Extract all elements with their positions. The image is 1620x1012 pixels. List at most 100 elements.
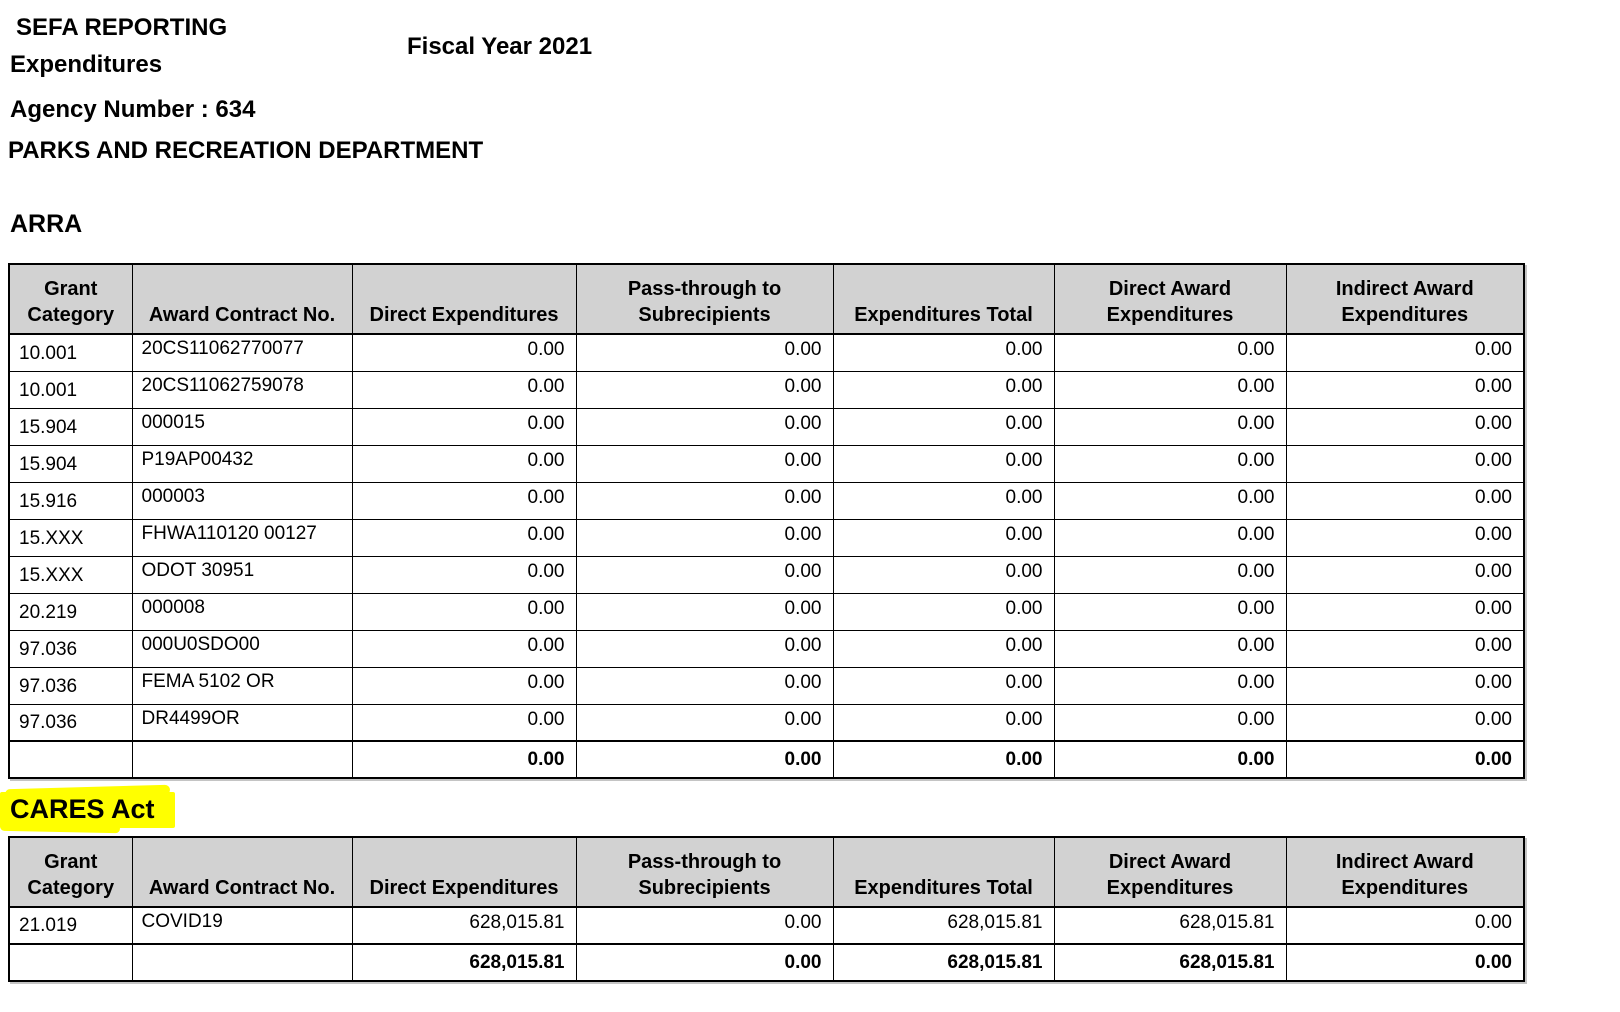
table-row: 21.019 COVID19 628,015.81 0.00 628,015.81 628… bbox=[8, 906, 1525, 945]
table-cell: 0.00 bbox=[575, 592, 834, 631]
table-cell: 0.00 bbox=[1285, 481, 1525, 520]
table-cell: 10.001 bbox=[8, 333, 133, 372]
fiscal-year-label: Fiscal Year 2021 bbox=[407, 33, 593, 60]
table-cell: 0.00 bbox=[1053, 592, 1287, 631]
report-title: SEFA REPORTING bbox=[16, 14, 228, 41]
table-cell: 15.XXX bbox=[8, 555, 133, 594]
table-cell: P19AP00432 bbox=[131, 444, 353, 483]
column-header-direct-expenditures: Direct Expenditures bbox=[351, 836, 577, 908]
table-cell: 21.019 bbox=[8, 906, 133, 945]
table-cell: 0.00 bbox=[351, 629, 577, 668]
table-cell: 0.00 bbox=[575, 703, 834, 742]
total-cell bbox=[8, 943, 133, 982]
table-row: 10.001 20CS11062759078 0.00 0.00 0.00 0.00 0.0… bbox=[8, 370, 1525, 409]
table-cell: 0.00 bbox=[832, 666, 1055, 705]
table-cell: 0.00 bbox=[832, 555, 1055, 594]
total-cell: 628,015.81 bbox=[351, 943, 577, 982]
header-row: Grant Category Award Contract No. Direct… bbox=[8, 263, 1525, 335]
table-cell: 0.00 bbox=[575, 407, 834, 446]
table-cell: 0.00 bbox=[575, 370, 834, 409]
table-row: 15.XXX FHWA110120 00127 0.00 0.00 0.00 0.00 0.… bbox=[8, 518, 1525, 557]
table-cell: 0.00 bbox=[575, 555, 834, 594]
table-header: Grant Category Award Contract No. Direct… bbox=[8, 836, 1525, 908]
table-cell: 97.036 bbox=[8, 666, 133, 705]
table-cell: FEMA 5102 OR bbox=[131, 666, 353, 705]
table-cell: 0.00 bbox=[832, 444, 1055, 483]
table-cell: 0.00 bbox=[1053, 555, 1287, 594]
table-cell: 0.00 bbox=[351, 666, 577, 705]
table-row: 97.036 FEMA 5102 OR 0.00 0.00 0.00 0.00 0.00 bbox=[8, 666, 1525, 705]
table-cell: 0.00 bbox=[832, 703, 1055, 742]
column-header-indirect-award: Indirect Award Expenditures bbox=[1285, 263, 1525, 335]
table-row: 20.219 000008 0.00 0.00 0.00 0.00 0.00 bbox=[8, 592, 1525, 631]
table-cell: 0.00 bbox=[1053, 407, 1287, 446]
table-footer: 628,015.81 0.00 628,015.81 628,015.81 0.… bbox=[8, 943, 1525, 982]
yellow-highlight: CARES Act bbox=[0, 792, 175, 828]
table-body: 10.001 20CS11062770077 0.00 0.00 0.00 0.00 0.0… bbox=[8, 333, 1525, 742]
table-cell: 0.00 bbox=[1285, 629, 1525, 668]
table-body: 21.019 COVID19 628,015.81 0.00 628,015.81 628… bbox=[8, 906, 1525, 945]
table-cell: 0.00 bbox=[575, 666, 834, 705]
total-cell: 628,015.81 bbox=[1053, 943, 1287, 982]
agency-number: Agency Number : 634 bbox=[10, 96, 256, 123]
column-header-award-contract-no: Award Contract No. bbox=[131, 836, 353, 908]
total-cell: 0.00 bbox=[832, 740, 1055, 779]
column-header-grant-category: Grant Category bbox=[8, 263, 133, 335]
table-cell: 0.00 bbox=[351, 703, 577, 742]
table-cell: 0.00 bbox=[575, 906, 834, 945]
column-header-pass-through: Pass-through to Subrecipients bbox=[575, 263, 834, 335]
table-cell: 0.00 bbox=[832, 592, 1055, 631]
table-cell: 0.00 bbox=[1285, 666, 1525, 705]
table-cell: 0.00 bbox=[351, 444, 577, 483]
table-cell: 0.00 bbox=[1053, 703, 1287, 742]
table-cell: 0.00 bbox=[832, 333, 1055, 372]
section-title-cares-act: CARES Act bbox=[0, 792, 1620, 828]
cares-act-expenditures-table: Grant Category Award Contract No. Direct… bbox=[8, 836, 1525, 982]
table-cell: 0.00 bbox=[1053, 518, 1287, 557]
total-cell: 0.00 bbox=[351, 740, 577, 779]
table-cell: 0.00 bbox=[1285, 518, 1525, 557]
table-cell: 0.00 bbox=[351, 333, 577, 372]
table-cell: 0.00 bbox=[1053, 666, 1287, 705]
table-cell: 0.00 bbox=[351, 407, 577, 446]
table-cell: 15.904 bbox=[8, 407, 133, 446]
table-cell: 0.00 bbox=[1053, 444, 1287, 483]
total-cell: 0.00 bbox=[1285, 740, 1525, 779]
table-row: 15.XXX ODOT 30951 0.00 0.00 0.00 0.00 0.00 bbox=[8, 555, 1525, 594]
report-subtitle: Expenditures bbox=[10, 51, 163, 78]
table-cell: 0.00 bbox=[575, 481, 834, 520]
table-cell: 97.036 bbox=[8, 629, 133, 668]
table-cell: 20.219 bbox=[8, 592, 133, 631]
table-cell: 628,015.81 bbox=[351, 906, 577, 945]
table-cell: 0.00 bbox=[832, 518, 1055, 557]
table-cell: 0.00 bbox=[1285, 555, 1525, 594]
table-cell: 0.00 bbox=[575, 629, 834, 668]
table-cell: COVID19 bbox=[131, 906, 353, 945]
table-cell: 0.00 bbox=[351, 518, 577, 557]
table-row: 97.036 000U0SDO00 0.00 0.00 0.00 0.00 0.00 bbox=[8, 629, 1525, 668]
table-cell: 15.XXX bbox=[8, 518, 133, 557]
total-cell: 0.00 bbox=[575, 943, 834, 982]
column-header-direct-award: Direct Award Expenditures bbox=[1053, 263, 1287, 335]
table-cell: 0.00 bbox=[1285, 333, 1525, 372]
table-cell: 0.00 bbox=[575, 333, 834, 372]
column-header-expenditures-total: Expenditures Total bbox=[832, 836, 1055, 908]
table-row: 10.001 20CS11062770077 0.00 0.00 0.00 0.00 0.0… bbox=[8, 333, 1525, 372]
column-header-award-contract-no: Award Contract No. bbox=[131, 263, 353, 335]
total-cell bbox=[131, 943, 353, 982]
table-cell: 0.00 bbox=[351, 555, 577, 594]
table-cell: 0.00 bbox=[832, 629, 1055, 668]
arra-expenditures-table: Grant Category Award Contract No. Direct… bbox=[8, 263, 1525, 779]
table-row: 15.904 P19AP00432 0.00 0.00 0.00 0.00 0.00 bbox=[8, 444, 1525, 483]
column-header-pass-through: Pass-through to Subrecipients bbox=[575, 836, 834, 908]
column-header-direct-expenditures: Direct Expenditures bbox=[351, 263, 577, 335]
total-cell: 0.00 bbox=[1285, 943, 1525, 982]
table-cell: 628,015.81 bbox=[832, 906, 1055, 945]
table-row: 15.916 000003 0.00 0.00 0.00 0.00 0.00 bbox=[8, 481, 1525, 520]
table-cell: 0.00 bbox=[1053, 370, 1287, 409]
section-title-arra: ARRA bbox=[10, 210, 83, 238]
table-cell: 0.00 bbox=[351, 481, 577, 520]
table-cell: 0.00 bbox=[575, 518, 834, 557]
table-cell: 0.00 bbox=[1285, 407, 1525, 446]
table-cell: ODOT 30951 bbox=[131, 555, 353, 594]
